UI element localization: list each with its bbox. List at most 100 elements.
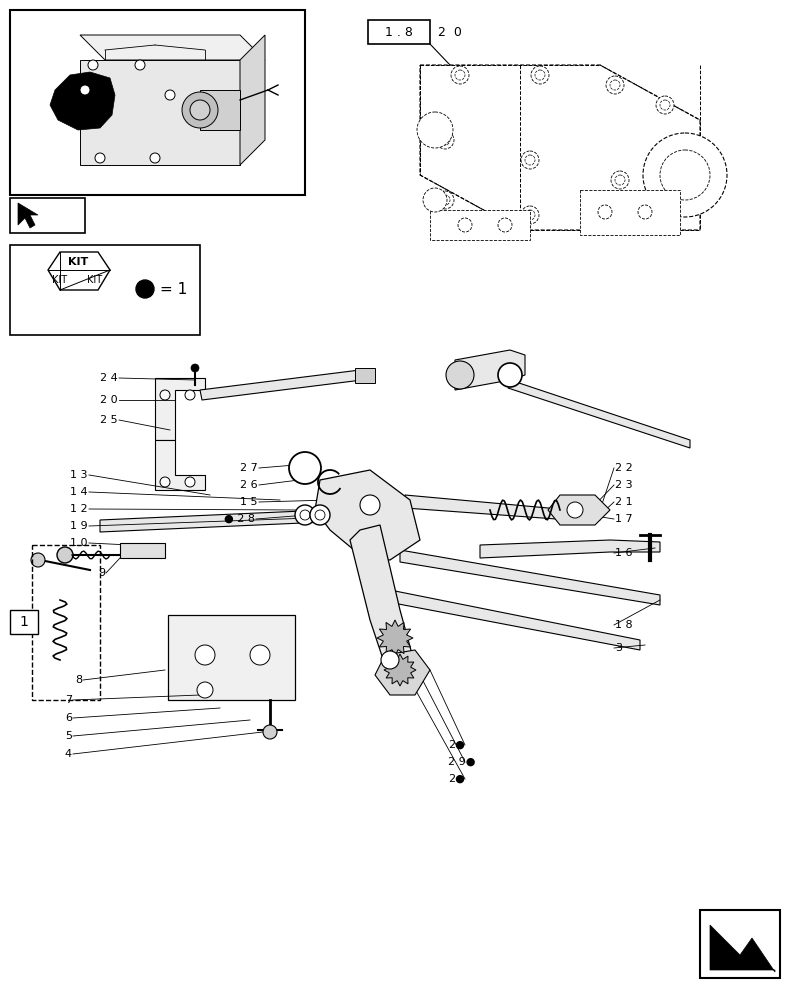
- Text: 6: 6: [65, 713, 72, 723]
- Text: 9: 9: [98, 568, 105, 578]
- Text: ● 2 8: ● 2 8: [224, 514, 255, 524]
- Polygon shape: [100, 510, 324, 532]
- Polygon shape: [419, 65, 699, 230]
- Circle shape: [95, 153, 105, 163]
- Polygon shape: [168, 615, 294, 700]
- Polygon shape: [155, 440, 204, 490]
- Circle shape: [185, 477, 195, 487]
- Text: 2 5: 2 5: [101, 415, 118, 425]
- Circle shape: [289, 452, 320, 484]
- Polygon shape: [80, 35, 264, 60]
- Bar: [10, 198, 85, 233]
- Circle shape: [454, 70, 465, 80]
- Circle shape: [135, 60, 145, 70]
- Text: 1 5: 1 5: [240, 497, 258, 507]
- Text: 3: 3: [614, 643, 621, 653]
- Polygon shape: [50, 72, 115, 130]
- Text: 1 7: 1 7: [614, 514, 632, 524]
- Text: 2 0: 2 0: [101, 395, 118, 405]
- Circle shape: [566, 502, 582, 518]
- Circle shape: [525, 155, 534, 165]
- Circle shape: [610, 171, 629, 189]
- Polygon shape: [48, 252, 109, 290]
- Text: 1 4: 1 4: [71, 487, 88, 497]
- Bar: [32, 545, 100, 700]
- Circle shape: [440, 135, 449, 145]
- Text: KIT: KIT: [53, 275, 67, 285]
- Circle shape: [637, 205, 651, 219]
- Bar: [354, 368, 375, 383]
- Polygon shape: [120, 543, 165, 558]
- Circle shape: [605, 76, 623, 94]
- Circle shape: [609, 80, 620, 90]
- Circle shape: [182, 92, 217, 128]
- Polygon shape: [709, 925, 774, 972]
- Polygon shape: [350, 525, 414, 680]
- Circle shape: [417, 112, 453, 148]
- Circle shape: [659, 150, 709, 200]
- Circle shape: [659, 100, 669, 110]
- Circle shape: [80, 85, 90, 95]
- Text: 2 3: 2 3: [614, 480, 632, 490]
- Polygon shape: [388, 590, 639, 650]
- Text: 8: 8: [75, 675, 82, 685]
- Circle shape: [445, 361, 474, 389]
- Circle shape: [530, 66, 548, 84]
- Circle shape: [150, 153, 160, 163]
- Circle shape: [294, 505, 315, 525]
- Text: 2 7: 2 7: [240, 463, 258, 473]
- Circle shape: [263, 725, 277, 739]
- Circle shape: [521, 206, 539, 224]
- Polygon shape: [200, 90, 240, 130]
- Circle shape: [380, 651, 398, 669]
- Text: 1 . 8: 1 . 8: [384, 25, 413, 38]
- Text: 1 2: 1 2: [71, 504, 88, 514]
- Text: 1 3: 1 3: [71, 470, 88, 480]
- Circle shape: [525, 210, 534, 220]
- Circle shape: [457, 218, 471, 232]
- Circle shape: [197, 682, 212, 698]
- Circle shape: [502, 368, 517, 382]
- Circle shape: [597, 205, 611, 219]
- Polygon shape: [375, 650, 430, 695]
- Circle shape: [195, 645, 215, 665]
- Bar: [699, 910, 779, 978]
- Polygon shape: [479, 540, 659, 558]
- Polygon shape: [376, 620, 413, 656]
- Text: 2 6: 2 6: [240, 480, 258, 490]
- Polygon shape: [454, 350, 525, 390]
- Text: 2 4: 2 4: [100, 373, 118, 383]
- Polygon shape: [400, 550, 659, 605]
- Circle shape: [534, 70, 544, 80]
- Polygon shape: [579, 190, 679, 235]
- Bar: [10, 245, 200, 335]
- Text: 1: 1: [19, 615, 28, 629]
- Bar: [10, 10, 305, 195]
- Circle shape: [299, 510, 310, 520]
- Circle shape: [88, 60, 98, 70]
- Circle shape: [642, 133, 726, 217]
- Text: 2●: 2●: [448, 774, 465, 784]
- Circle shape: [57, 547, 73, 563]
- Circle shape: [436, 131, 453, 149]
- Circle shape: [190, 100, 210, 120]
- Text: 1 8: 1 8: [614, 620, 632, 630]
- Text: 2●: 2●: [448, 740, 465, 750]
- Circle shape: [436, 191, 453, 209]
- Text: 2 2: 2 2: [614, 463, 632, 473]
- Text: 2 1: 2 1: [614, 497, 632, 507]
- Circle shape: [296, 459, 314, 477]
- Circle shape: [250, 645, 270, 665]
- Text: 2 9●: 2 9●: [448, 757, 475, 767]
- Circle shape: [160, 390, 169, 400]
- Bar: [10, 610, 38, 634]
- Bar: [367, 20, 430, 44]
- Circle shape: [191, 364, 199, 372]
- Text: KIT: KIT: [88, 275, 102, 285]
- Circle shape: [614, 175, 624, 185]
- Polygon shape: [80, 60, 240, 165]
- Text: 7: 7: [65, 695, 72, 705]
- Polygon shape: [430, 210, 530, 240]
- Circle shape: [423, 188, 446, 212]
- Polygon shape: [547, 495, 609, 525]
